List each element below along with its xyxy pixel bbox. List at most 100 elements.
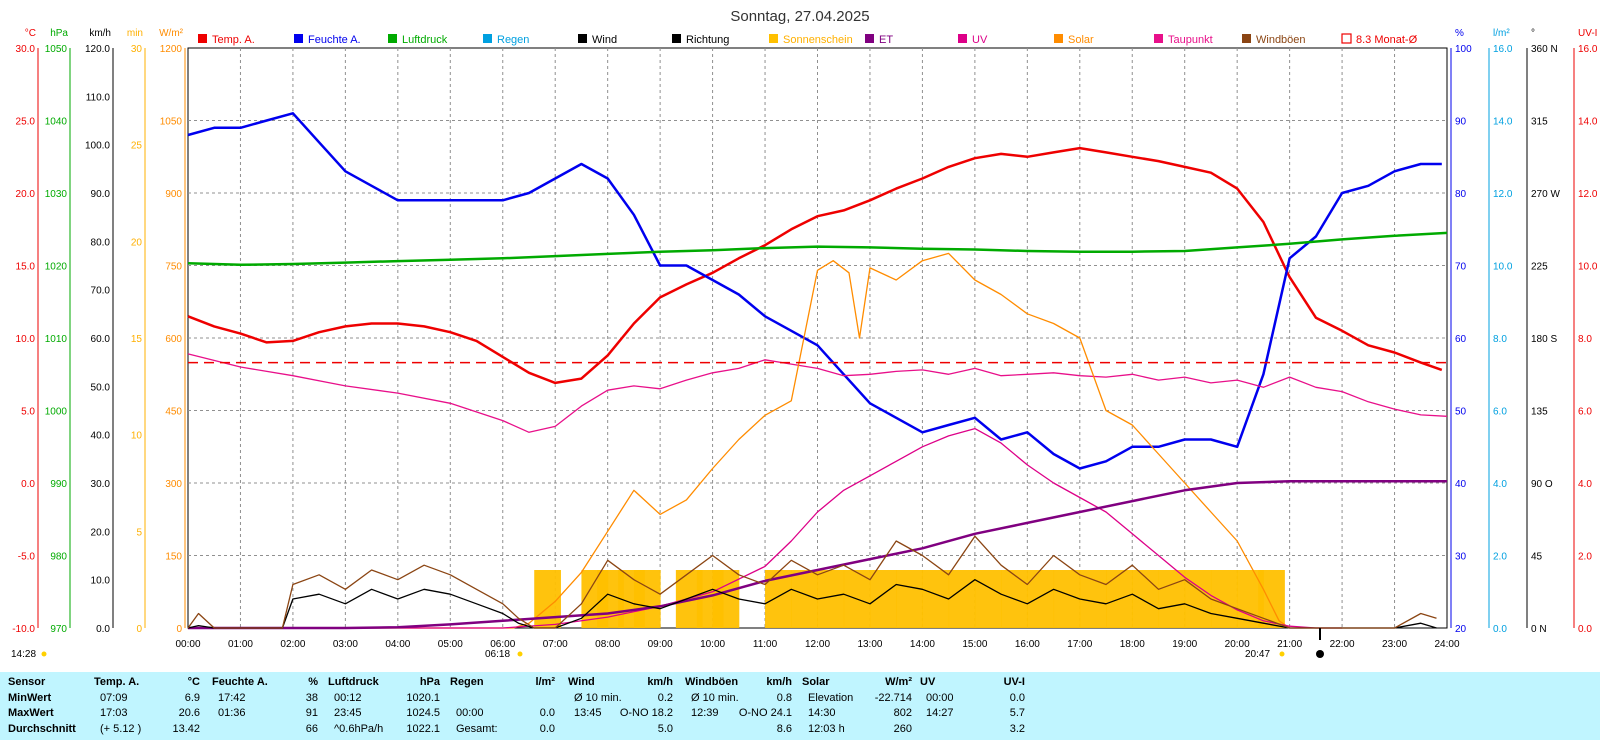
time-label: 04:00 bbox=[385, 639, 410, 650]
axes: °C 30.0 25.0 20.0 15.0 10.0 5.0 0.0 -5.0 -10.0 hPa… bbox=[12, 28, 1598, 635]
left-axis-tick: -5.0 bbox=[18, 552, 36, 563]
left-axis-tick: 5.0 bbox=[21, 407, 35, 418]
legend-marker bbox=[1341, 33, 1352, 44]
stats-header-unit: km/h bbox=[647, 676, 673, 688]
sunset-label: 20:47 bbox=[1245, 649, 1270, 660]
left-axis-unit: min bbox=[127, 28, 143, 39]
stats-cell-time: Ø 10 min. bbox=[691, 692, 739, 704]
chart-title: Sonntag, 27.04.2025 bbox=[730, 8, 869, 25]
right-axis-tick: 135 bbox=[1531, 407, 1548, 418]
legend-marker bbox=[769, 34, 778, 43]
legend-marker bbox=[388, 34, 397, 43]
sunshine-bar bbox=[1053, 570, 1081, 628]
stats-cell-value: 1024.5 bbox=[406, 707, 440, 719]
legend-label: Windböen bbox=[1256, 34, 1306, 46]
left-axis-unit: km/h bbox=[89, 28, 111, 39]
right-axis-tick: 100 bbox=[1455, 44, 1472, 55]
right-axis-tick: 60 bbox=[1455, 334, 1467, 345]
time-label: 22:00 bbox=[1330, 639, 1355, 650]
right-axis-tick: 90 O bbox=[1531, 479, 1553, 490]
stats-cell-value: 13.42 bbox=[172, 723, 200, 735]
stats-cell-time: 01:36 bbox=[218, 707, 246, 719]
left-axis-tick: 90.0 bbox=[91, 189, 111, 200]
stats-header-unit: km/h bbox=[766, 676, 792, 688]
stats-cell-value: 20.6 bbox=[178, 707, 200, 719]
time-label: 17:00 bbox=[1067, 639, 1092, 650]
legend-marker bbox=[578, 34, 587, 43]
stats-header-unit: l/m² bbox=[535, 676, 555, 688]
stats-cell-value: 260 bbox=[893, 723, 912, 735]
time-label: 07:00 bbox=[543, 639, 568, 650]
right-axis-tick: 4.0 bbox=[1578, 479, 1592, 490]
stats-cell-value: 91 bbox=[305, 707, 318, 719]
time-label: 15:00 bbox=[962, 639, 987, 650]
series-line-et bbox=[188, 479, 1447, 630]
stats-cell-value: 66 bbox=[305, 723, 318, 735]
sunshine-bar bbox=[1079, 570, 1107, 628]
stats-cell-value: 0.0 bbox=[1009, 692, 1025, 704]
left-axis-tick: 1020 bbox=[45, 262, 68, 273]
left-axis-tick: 990 bbox=[50, 479, 67, 490]
stats-cell-time: 23:45 bbox=[334, 707, 362, 719]
legend-label: Temp. A. bbox=[212, 34, 255, 46]
right-axis-tick: 2.0 bbox=[1578, 552, 1592, 563]
stats-cell-value: 0.0 bbox=[539, 707, 555, 719]
stats-header-unit: °C bbox=[187, 676, 200, 688]
sunshine-bar bbox=[1210, 570, 1238, 628]
left-axis-unit: °C bbox=[25, 28, 36, 39]
time-label: 12:00 bbox=[805, 639, 830, 650]
left-axis-tick: -10.0 bbox=[12, 624, 35, 635]
sunshine-bar bbox=[1027, 570, 1055, 628]
legend-label: Regen bbox=[497, 34, 529, 46]
left-axis-tick: 0.0 bbox=[21, 479, 35, 490]
left-axis-unit: W/m² bbox=[159, 28, 184, 39]
stats-header-label: Wind bbox=[568, 676, 595, 688]
time-label: 16:00 bbox=[1015, 639, 1040, 650]
right-axis-tick: 360 N bbox=[1531, 44, 1558, 55]
stats-cell-value: 3.2 bbox=[1009, 723, 1025, 735]
series-line-gusts bbox=[187, 535, 1437, 629]
stats-cell-value: 0.8 bbox=[776, 692, 792, 704]
time-label: 09:00 bbox=[648, 639, 673, 650]
stats-cell-value: 5.7 bbox=[1009, 707, 1025, 719]
stats-cell-value: 5.0 bbox=[657, 723, 673, 735]
stats-row-label: MaxWert bbox=[8, 707, 54, 719]
left-axis-tick: 1050 bbox=[160, 117, 183, 128]
legend-label: Feuchte A. bbox=[308, 34, 361, 46]
right-axis-unit: % bbox=[1455, 28, 1464, 39]
right-axis-unit: l/m² bbox=[1493, 28, 1510, 39]
left-axis-tick: 30.0 bbox=[91, 479, 111, 490]
right-axis-tick: 6.0 bbox=[1493, 407, 1507, 418]
time-label: 18:00 bbox=[1120, 639, 1145, 650]
right-axis-tick: 180 S bbox=[1531, 334, 1557, 345]
time-label: 20:00 bbox=[1225, 639, 1250, 650]
legend-marker bbox=[865, 34, 874, 43]
stats-header-unit: UV-I bbox=[1003, 676, 1025, 688]
right-axis-tick: 14.0 bbox=[1493, 117, 1513, 128]
right-axis-tick: 90 bbox=[1455, 117, 1467, 128]
right-axis-tick: 8.0 bbox=[1493, 334, 1507, 345]
time-label: 10:00 bbox=[700, 639, 725, 650]
stats-cell-value: 0.0 bbox=[539, 723, 555, 735]
legend-label: Sonnenschein bbox=[783, 34, 853, 46]
legend-label: Luftdruck bbox=[402, 34, 448, 46]
series-line-wind bbox=[187, 579, 1437, 629]
left-axis-tick: 40.0 bbox=[91, 431, 111, 442]
stats-cell-time: 17:03 bbox=[100, 707, 128, 719]
time-label: 06:00 bbox=[490, 639, 515, 650]
sunshine-bar bbox=[922, 570, 950, 628]
series-line-pressure bbox=[187, 231, 1448, 267]
left-axis-tick: 110.0 bbox=[86, 92, 111, 103]
stats-header-label: Solar bbox=[802, 676, 830, 688]
stats-header-label: UV bbox=[920, 676, 936, 688]
stats-cell-value: 6.9 bbox=[184, 692, 200, 704]
sunshine-bar bbox=[869, 570, 897, 628]
stats-header-unit: % bbox=[308, 676, 318, 688]
time-label: 21:00 bbox=[1277, 639, 1302, 650]
stats-cell-value: 1022.1 bbox=[406, 723, 440, 735]
stats-cell-time: Elevation bbox=[808, 692, 854, 704]
right-axis-tick: 16.0 bbox=[1493, 44, 1513, 55]
time-label: 00:00 bbox=[175, 639, 200, 650]
left-axis-tick: 25.0 bbox=[16, 117, 36, 128]
time-label: 11:00 bbox=[753, 639, 778, 650]
